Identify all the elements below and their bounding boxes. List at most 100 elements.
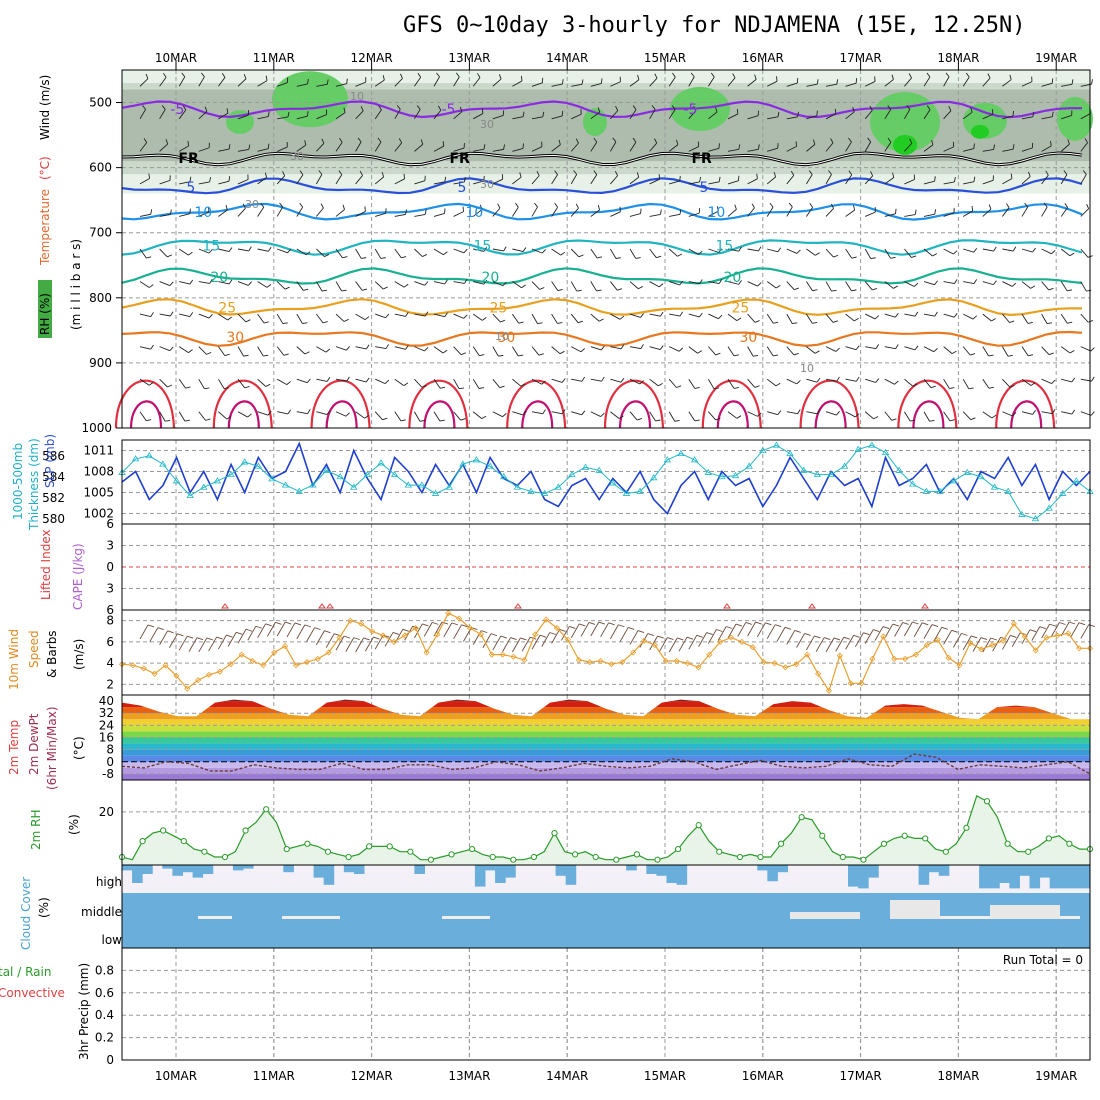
wind-barb-feather bbox=[597, 107, 601, 113]
wind-barb-feather bbox=[463, 176, 466, 182]
wind-barb-feather bbox=[972, 315, 978, 320]
wind-barb bbox=[433, 181, 445, 185]
wind-barb bbox=[355, 313, 366, 321]
wind-barb-feather bbox=[403, 283, 409, 288]
lifted-tick-label: 6 bbox=[106, 517, 114, 531]
temp-band bbox=[122, 743, 1090, 750]
wind-barb bbox=[296, 248, 307, 256]
wind-barb bbox=[904, 313, 916, 317]
surface-barb-feather bbox=[314, 627, 321, 631]
wind-barb bbox=[257, 207, 265, 217]
rh-point bbox=[922, 835, 929, 842]
wind-barb-feather bbox=[299, 170, 304, 176]
wind-barb bbox=[198, 147, 210, 152]
wind-barb bbox=[629, 141, 637, 152]
wind-barb bbox=[1041, 82, 1053, 87]
surface-barb-feather bbox=[157, 627, 164, 631]
wind-barb-feather bbox=[953, 250, 958, 255]
wind-barb-feather bbox=[678, 347, 684, 352]
wind-barb bbox=[1061, 378, 1072, 383]
precip-label: 3hr Precip (mm) bbox=[77, 963, 91, 1060]
wind-barb bbox=[276, 313, 284, 324]
surface-barb-feather bbox=[559, 628, 566, 632]
wind-barb-feather bbox=[795, 141, 798, 147]
wind-barb-feather bbox=[148, 173, 151, 179]
wind-barb bbox=[296, 206, 304, 217]
wind-barb bbox=[473, 180, 484, 185]
wind-barb-feather bbox=[773, 321, 779, 324]
high-cloud-bar bbox=[505, 865, 516, 878]
wind-barb-feather bbox=[872, 287, 878, 291]
surface-barb bbox=[1011, 632, 1021, 647]
wind-barb bbox=[179, 181, 191, 185]
wind-barb bbox=[610, 313, 621, 320]
wind-barb bbox=[414, 143, 424, 152]
wind-barb bbox=[531, 281, 540, 290]
wind-barb bbox=[198, 346, 207, 355]
wind-barb-feather bbox=[891, 418, 897, 421]
wind-barb bbox=[571, 378, 583, 382]
wind-barb-feather bbox=[326, 410, 331, 415]
surface-barb-feather bbox=[147, 624, 155, 628]
wind-barb-feather bbox=[853, 205, 856, 211]
wind-barb bbox=[414, 109, 421, 120]
wind-barb bbox=[257, 313, 265, 324]
wind-barb-feather bbox=[521, 284, 526, 289]
wind-barbs bbox=[139, 72, 1095, 422]
wind-barb bbox=[923, 248, 933, 257]
wind-barb-feather bbox=[560, 251, 566, 256]
wind-barb bbox=[159, 411, 166, 422]
wind-barb-feather bbox=[656, 255, 662, 259]
wind-barb-feather bbox=[581, 376, 586, 382]
wind-barb bbox=[531, 248, 543, 254]
surface-barb bbox=[227, 632, 237, 647]
heat-loop-inner bbox=[423, 400, 456, 429]
wind-barb bbox=[884, 313, 896, 318]
wind-barb-feather bbox=[1030, 382, 1036, 386]
wind-barb-feather bbox=[732, 73, 736, 79]
wind-barb bbox=[825, 142, 834, 152]
wind-barb bbox=[962, 346, 971, 356]
wind-barb-feather bbox=[459, 387, 465, 390]
surface-barb-feather bbox=[588, 621, 596, 625]
wind-barb bbox=[512, 248, 524, 252]
wind-barb bbox=[669, 213, 681, 217]
temp-band bbox=[122, 737, 1090, 744]
wind-barb bbox=[492, 313, 501, 323]
rh-point bbox=[1045, 835, 1052, 842]
surface-barb-feather bbox=[451, 622, 458, 626]
wind-barb-feather bbox=[208, 249, 213, 254]
thickness-point bbox=[840, 462, 849, 469]
rh-point bbox=[695, 822, 702, 829]
surface-barb-feather bbox=[167, 630, 174, 634]
wind-barb-feather bbox=[577, 320, 583, 324]
wind-barb-feather bbox=[679, 311, 684, 317]
wind-barb bbox=[590, 346, 602, 351]
wind-barb bbox=[355, 378, 367, 383]
wind-barb bbox=[982, 179, 994, 185]
wind-barb-feather bbox=[498, 354, 504, 357]
wind-barb-feather bbox=[894, 380, 899, 385]
wind-barb bbox=[296, 83, 308, 87]
wind-barb bbox=[962, 378, 970, 389]
wind-barb bbox=[610, 411, 620, 419]
wind-barb bbox=[178, 145, 189, 152]
wind-barb bbox=[159, 179, 171, 185]
bottom-date-axis: 10MAR 11MAR 12MAR 13MAR 14MAR 15MAR 16MAR 17MAR… bbox=[155, 1069, 1077, 1083]
wind-barb bbox=[629, 79, 640, 87]
surface-barb-feather bbox=[392, 631, 400, 635]
rh-tick-label: 20 bbox=[99, 805, 114, 819]
wind-barb bbox=[923, 411, 930, 422]
surface-barb bbox=[178, 635, 188, 651]
wind-barb bbox=[571, 83, 583, 87]
wind-barb-feather bbox=[522, 111, 525, 117]
lifted-mark bbox=[514, 603, 522, 609]
contour-label-25: 25 bbox=[731, 301, 749, 317]
surface-barb-feather bbox=[990, 637, 997, 641]
wind-barb-feather bbox=[228, 247, 233, 252]
wind-barb bbox=[433, 212, 445, 217]
high-cloud-bar bbox=[474, 865, 486, 887]
wind-barb bbox=[982, 248, 994, 252]
wind-barb-feather bbox=[377, 137, 382, 143]
wind-barb bbox=[414, 180, 426, 185]
